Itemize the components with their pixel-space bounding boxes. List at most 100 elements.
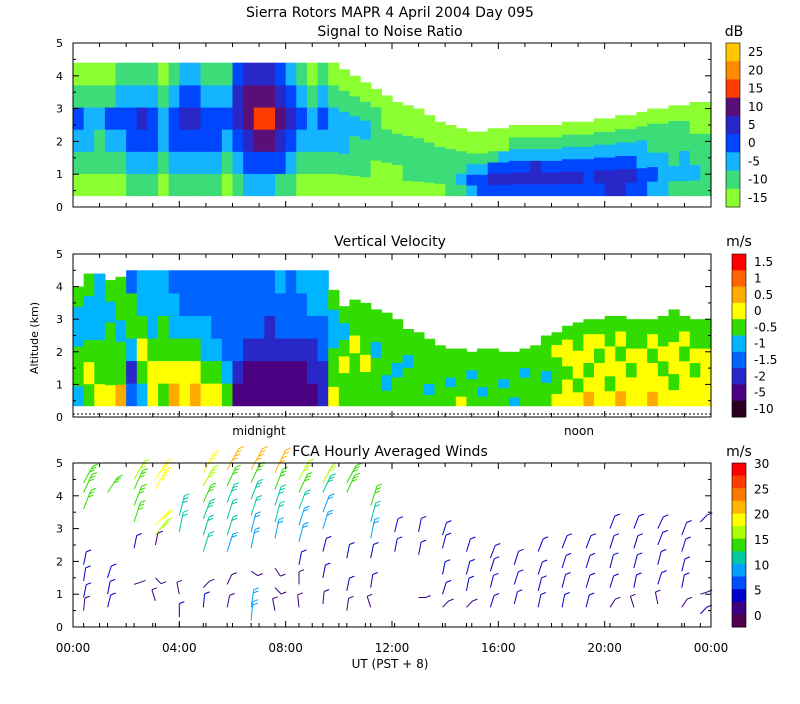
wind-barb-feather: [330, 473, 336, 477]
heatmap-cell: [179, 315, 191, 339]
heatmap-cell: [455, 173, 468, 185]
heatmap-cell: [466, 378, 478, 389]
wind-barb-feather: [234, 453, 240, 457]
heatmap-cell: [530, 375, 542, 387]
wind-barb-feather: [589, 592, 595, 596]
heatmap-cell: [381, 145, 393, 163]
heatmap-cell: [232, 270, 244, 294]
colorbar-label: -5: [748, 154, 760, 168]
heatmap-cell: [551, 393, 563, 407]
heatmap-cell: [189, 106, 202, 130]
heatmap-cell: [147, 173, 159, 197]
wind-barb: [418, 518, 422, 532]
heatmap-cell: [115, 129, 127, 152]
heatmap-cell: [275, 360, 287, 384]
wind-barb: [107, 594, 112, 608]
heatmap-cell: [519, 125, 531, 138]
colorbar-label: 0: [754, 609, 762, 623]
heatmap-cell: [158, 315, 170, 339]
wind-barb-feather: [208, 488, 214, 492]
heatmap-cell: [572, 336, 584, 351]
heatmap-cell: [392, 319, 404, 335]
heatmap-cell: [498, 360, 510, 371]
heatmap-cell: [519, 377, 531, 388]
wind-barb-feather: [637, 533, 644, 537]
wind-barb-feather: [207, 504, 213, 508]
heatmap-cell: [689, 133, 701, 150]
heatmap-cell: [604, 360, 616, 377]
wind-barb: [394, 518, 399, 533]
heatmap-cell: [625, 333, 638, 349]
heatmap-cell: [477, 184, 489, 197]
wind-barb: [83, 598, 86, 611]
heatmap-cell: [306, 151, 319, 174]
wind-barb: [133, 581, 141, 585]
heatmap-cell: [572, 170, 584, 184]
wind-barb-feather: [141, 471, 147, 475]
heatmap-cell: [423, 115, 436, 130]
heatmap-cell: [466, 396, 478, 407]
heatmap-cell: [583, 376, 595, 392]
wind-barb-feather: [397, 536, 403, 540]
heatmap-cell: [594, 333, 606, 349]
heatmap-cell: [253, 383, 265, 407]
wind-barb-feather: [468, 575, 475, 579]
heatmap-cell: [477, 358, 489, 369]
colorbar-swatch: [732, 319, 746, 336]
wind-barb-feather: [445, 532, 452, 536]
heatmap-cell: [615, 330, 627, 347]
heatmap-cell: [604, 169, 616, 184]
wind-barb-feather: [327, 496, 334, 500]
heatmap-cell: [530, 172, 542, 185]
panel-vv-title: Vertical Velocity: [334, 234, 446, 250]
wind-barb-feather: [303, 508, 309, 512]
wind-barb: [585, 594, 590, 608]
heatmap-cell: [636, 111, 648, 127]
wind-barb: [107, 581, 111, 595]
heatmap-cell: [147, 84, 159, 108]
wind-barb: [178, 512, 184, 532]
wind-barb-feather: [256, 468, 262, 472]
wind-barb-feather: [327, 512, 333, 516]
panel-frame: [72, 462, 712, 628]
wind-barb-feather: [212, 454, 218, 458]
heatmap-cell: [583, 319, 595, 335]
heatmap-cell: [466, 163, 478, 175]
heatmap-cell: [136, 129, 149, 152]
wind-barb-feather: [354, 466, 360, 469]
wind-barb: [465, 538, 471, 552]
wind-barb-feather: [253, 587, 259, 591]
wind-barb-feather: [661, 570, 667, 574]
heatmap-cell: [179, 292, 191, 316]
heatmap-cell: [349, 370, 361, 389]
wind-barb-feather: [352, 469, 359, 473]
heatmap-cell: [115, 62, 127, 86]
wind-barb-feather: [564, 592, 570, 595]
x-tick-label: 08:00: [268, 641, 303, 655]
heatmap-cell: [296, 383, 308, 407]
wind-barb-feather: [164, 470, 170, 474]
heatmap-cell: [73, 346, 85, 367]
heatmap-cell: [604, 330, 616, 347]
heatmap-cell: [370, 309, 382, 327]
heatmap-cell: [647, 319, 659, 335]
wind-barb-feather: [655, 589, 661, 593]
heatmap-cell: [657, 108, 670, 124]
colorbar-label: -1: [754, 337, 766, 351]
heatmap-cell: [615, 141, 627, 156]
heatmap-cell: [540, 335, 553, 348]
heatmap-cell: [338, 322, 351, 340]
heatmap-cell: [264, 292, 276, 316]
heatmap-cell: [562, 158, 574, 172]
y-tick-label: 5: [56, 248, 63, 261]
heatmap-cell: [636, 181, 648, 197]
heatmap-cell: [136, 383, 149, 407]
heatmap-cell: [625, 362, 638, 378]
heatmap-cell: [434, 170, 446, 184]
heatmap-cell: [477, 367, 489, 378]
heatmap-cell: [604, 182, 616, 197]
heatmap-cell: [540, 370, 553, 383]
y-tick-label: 3: [56, 103, 63, 116]
heatmap-cell: [700, 164, 712, 181]
wind-barb-feather: [614, 513, 620, 517]
